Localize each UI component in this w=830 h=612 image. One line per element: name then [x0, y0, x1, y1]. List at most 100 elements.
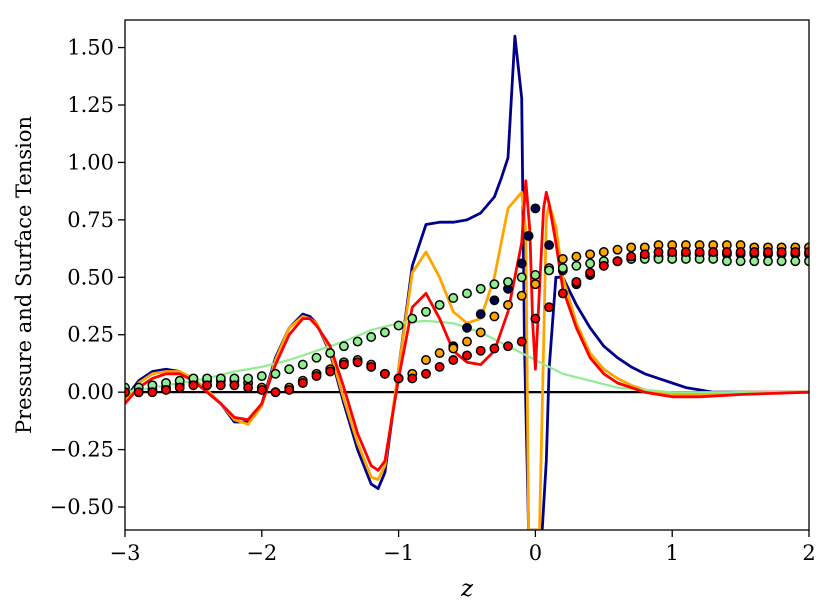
scatter-point — [379, 368, 390, 379]
scatter-point — [379, 327, 390, 338]
scatter-point — [544, 302, 555, 313]
scatter-point — [694, 247, 705, 257]
y-tick-label: −0.25 — [50, 438, 114, 462]
scatter-point — [530, 313, 541, 324]
scatter-point — [202, 380, 213, 391]
scatter-point — [557, 253, 568, 264]
scatter-point — [680, 247, 691, 257]
scatter-point — [489, 295, 500, 306]
scatter-point — [598, 247, 609, 257]
scatter-point — [489, 311, 500, 322]
scatter-point — [763, 247, 773, 257]
plot-area — [125, 34, 809, 530]
x-tick-label: 0 — [529, 541, 542, 565]
scatter-point — [612, 244, 623, 255]
scatter-point — [421, 355, 431, 365]
scatter-point — [434, 299, 445, 310]
scatter-point — [188, 380, 199, 391]
plot-frame — [124, 19, 810, 531]
scatter-point — [544, 240, 555, 251]
scatter-point — [503, 299, 513, 310]
scatter-point — [749, 256, 760, 267]
scatter-point — [585, 258, 596, 269]
scatter-point — [475, 327, 486, 338]
scatter-point — [585, 267, 596, 278]
scatter-point — [790, 247, 801, 257]
scatter-point — [489, 343, 500, 354]
x-tick-label: 1 — [666, 541, 679, 565]
scatter-point — [749, 247, 760, 257]
scatter-point — [667, 247, 678, 257]
y-axis-ticks: −0.50 −0.25 0.00 0.25 0.50 0.75 1.00 1.25 1.50 — [50, 36, 125, 519]
scatter-point — [421, 306, 431, 317]
scatter-point — [229, 380, 240, 391]
scatter-point — [516, 272, 527, 283]
scatter-point — [462, 322, 472, 333]
scatter-point — [735, 247, 746, 257]
scatter-point — [421, 368, 431, 379]
scatter-series-group — [125, 203, 809, 398]
y-tick-label: 0.25 — [67, 323, 114, 347]
scatter-point — [735, 256, 746, 267]
y-tick-label: 1.25 — [67, 93, 114, 117]
scatter-point — [434, 348, 445, 359]
scatter-point — [448, 293, 459, 303]
scatter-point — [776, 256, 787, 267]
scatter-point — [790, 256, 801, 267]
x-tick-label: −1 — [383, 541, 414, 565]
scatter-point — [284, 364, 295, 375]
scatter-point — [243, 373, 254, 384]
scatter-point — [776, 247, 787, 257]
scatter-point — [516, 290, 527, 301]
x-tick-label: 2 — [802, 541, 815, 565]
scatter-point — [503, 276, 513, 287]
scatter-point — [434, 361, 445, 372]
scatter-point — [284, 384, 295, 395]
scatter-point — [475, 283, 486, 294]
y-tick-label: 0.00 — [67, 380, 114, 404]
scatter-point — [639, 249, 650, 260]
scatter-point — [133, 387, 144, 398]
scatter-point — [366, 332, 377, 342]
scatter-point — [516, 258, 527, 269]
scatter-point — [530, 279, 541, 290]
scatter-point — [530, 203, 541, 214]
y-tick-label: 0.75 — [67, 208, 114, 232]
scatter-point — [523, 230, 534, 241]
scatter-point — [256, 384, 267, 395]
scatter-point — [489, 279, 500, 290]
scatter-point — [297, 378, 308, 388]
scatter-point — [366, 361, 377, 372]
scatter-point — [721, 247, 732, 257]
scatter-point — [475, 345, 486, 356]
scatter-point — [571, 276, 582, 287]
scatter-point — [708, 247, 719, 257]
scatter-point — [338, 359, 349, 370]
scatter-point — [598, 260, 609, 271]
scatter-point — [626, 251, 637, 262]
scatter-point — [448, 343, 459, 354]
scatter-point — [338, 341, 349, 352]
line-series-group — [125, 34, 809, 530]
y-tick-label: 1.00 — [67, 150, 114, 174]
scatter-point — [311, 352, 322, 363]
scatter-point — [530, 270, 541, 280]
scatter-point — [462, 288, 472, 299]
scatter-point — [653, 247, 664, 257]
scatter-point — [557, 263, 568, 274]
scatter-point — [311, 371, 322, 382]
scatter-point — [174, 382, 185, 393]
scatter-point — [270, 368, 281, 379]
scatter-point — [763, 256, 773, 267]
scatter-point — [407, 313, 418, 324]
x-axis-label: z — [460, 576, 474, 602]
scatter-point — [721, 256, 732, 267]
scatter-point — [352, 357, 363, 368]
scatter-point — [448, 355, 459, 365]
scatter-point — [571, 260, 582, 271]
scatter-point — [462, 350, 472, 361]
scatter-point — [585, 249, 596, 260]
scatter-point — [161, 384, 171, 395]
scatter-point — [352, 336, 363, 347]
